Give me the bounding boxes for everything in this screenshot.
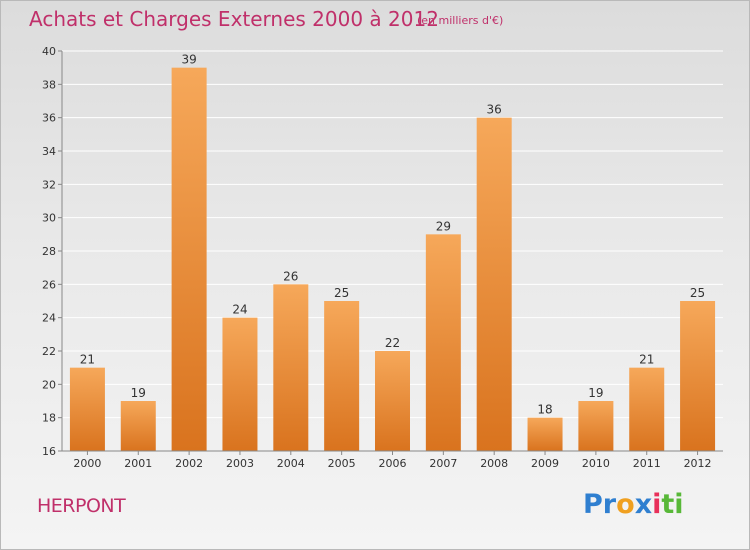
y-tick-label: 30 (42, 212, 56, 225)
logo-letter: i (652, 489, 662, 520)
value-label: 25 (690, 286, 705, 300)
chart-unit: (en milliers d'€) (417, 14, 504, 27)
y-tick-label: 24 (42, 312, 56, 325)
bar-2012 (680, 301, 716, 451)
x-tick-label: 2010 (582, 457, 610, 470)
value-label: 25 (334, 286, 349, 300)
value-label: 29 (436, 219, 451, 233)
bar-2001 (120, 401, 156, 451)
value-label: 18 (537, 403, 552, 417)
x-tick-label: 2011 (633, 457, 661, 470)
y-tick-label: 34 (42, 145, 56, 158)
y-tick-label: 26 (42, 278, 56, 291)
y-tick-label: 32 (42, 178, 56, 191)
value-label: 39 (181, 53, 196, 67)
y-tick-label: 20 (42, 378, 56, 391)
x-tick-label: 2003 (226, 457, 254, 470)
logo-letter: P (583, 489, 603, 520)
y-tick-label: 40 (42, 45, 56, 58)
proxiti-logo[interactable]: Proxiti (583, 489, 684, 520)
x-tick-label: 2001 (124, 457, 152, 470)
y-tick-label: 22 (42, 345, 56, 358)
commune-name: HERPONT (37, 495, 126, 517)
x-tick-label: 2004 (277, 457, 305, 470)
y-tick-label: 36 (42, 112, 56, 125)
value-label: 21 (639, 353, 654, 367)
axes: 16 18 20 22 24 26 28 30 32 34 36 38 40 2000 2001 2002 20… (42, 45, 723, 470)
value-label: 36 (487, 103, 502, 117)
bar-2010 (578, 401, 614, 451)
chart-title: Achats et Charges Externes 2000 à 2012 (29, 7, 439, 31)
logo-letter: o (616, 489, 635, 520)
logo-letter: i (674, 489, 684, 520)
x-tick-label: 2006 (379, 457, 407, 470)
bars: 21 19 39 24 26 25 22 29 36 18 19 21 25 (69, 53, 716, 452)
y-tick-label: 16 (42, 445, 56, 458)
bar-2004 (273, 284, 309, 451)
bar-2006 (375, 351, 410, 451)
x-tick-label: 2012 (684, 457, 712, 470)
y-tick-label: 38 (42, 78, 56, 91)
value-label: 22 (385, 336, 400, 350)
bar-2003 (222, 317, 258, 451)
logo-letter: r (602, 489, 617, 520)
bar-2009 (527, 417, 563, 451)
bar-2000 (69, 367, 105, 451)
x-tick-label: 2002 (175, 457, 203, 470)
bar-2008 (476, 117, 512, 452)
x-tick-label: 2000 (73, 457, 101, 470)
x-tick-label: 2007 (429, 457, 457, 470)
bar-2011 (629, 367, 665, 451)
value-label: 19 (131, 386, 146, 400)
logo-letter: x (634, 489, 653, 520)
x-tick-label: 2008 (480, 457, 508, 470)
y-tick-label: 18 (42, 412, 56, 425)
value-label: 26 (283, 269, 298, 283)
value-label: 21 (80, 353, 95, 367)
logo-letter: t (661, 489, 675, 520)
value-label: 19 (588, 386, 603, 400)
x-tick-label: 2005 (328, 457, 356, 470)
value-label: 24 (232, 303, 247, 317)
y-tick-label: 28 (42, 245, 56, 258)
bar-2005 (324, 301, 360, 451)
bar-2007 (425, 234, 461, 451)
x-tick-label: 2009 (531, 457, 559, 470)
bar-2002 (171, 67, 207, 452)
